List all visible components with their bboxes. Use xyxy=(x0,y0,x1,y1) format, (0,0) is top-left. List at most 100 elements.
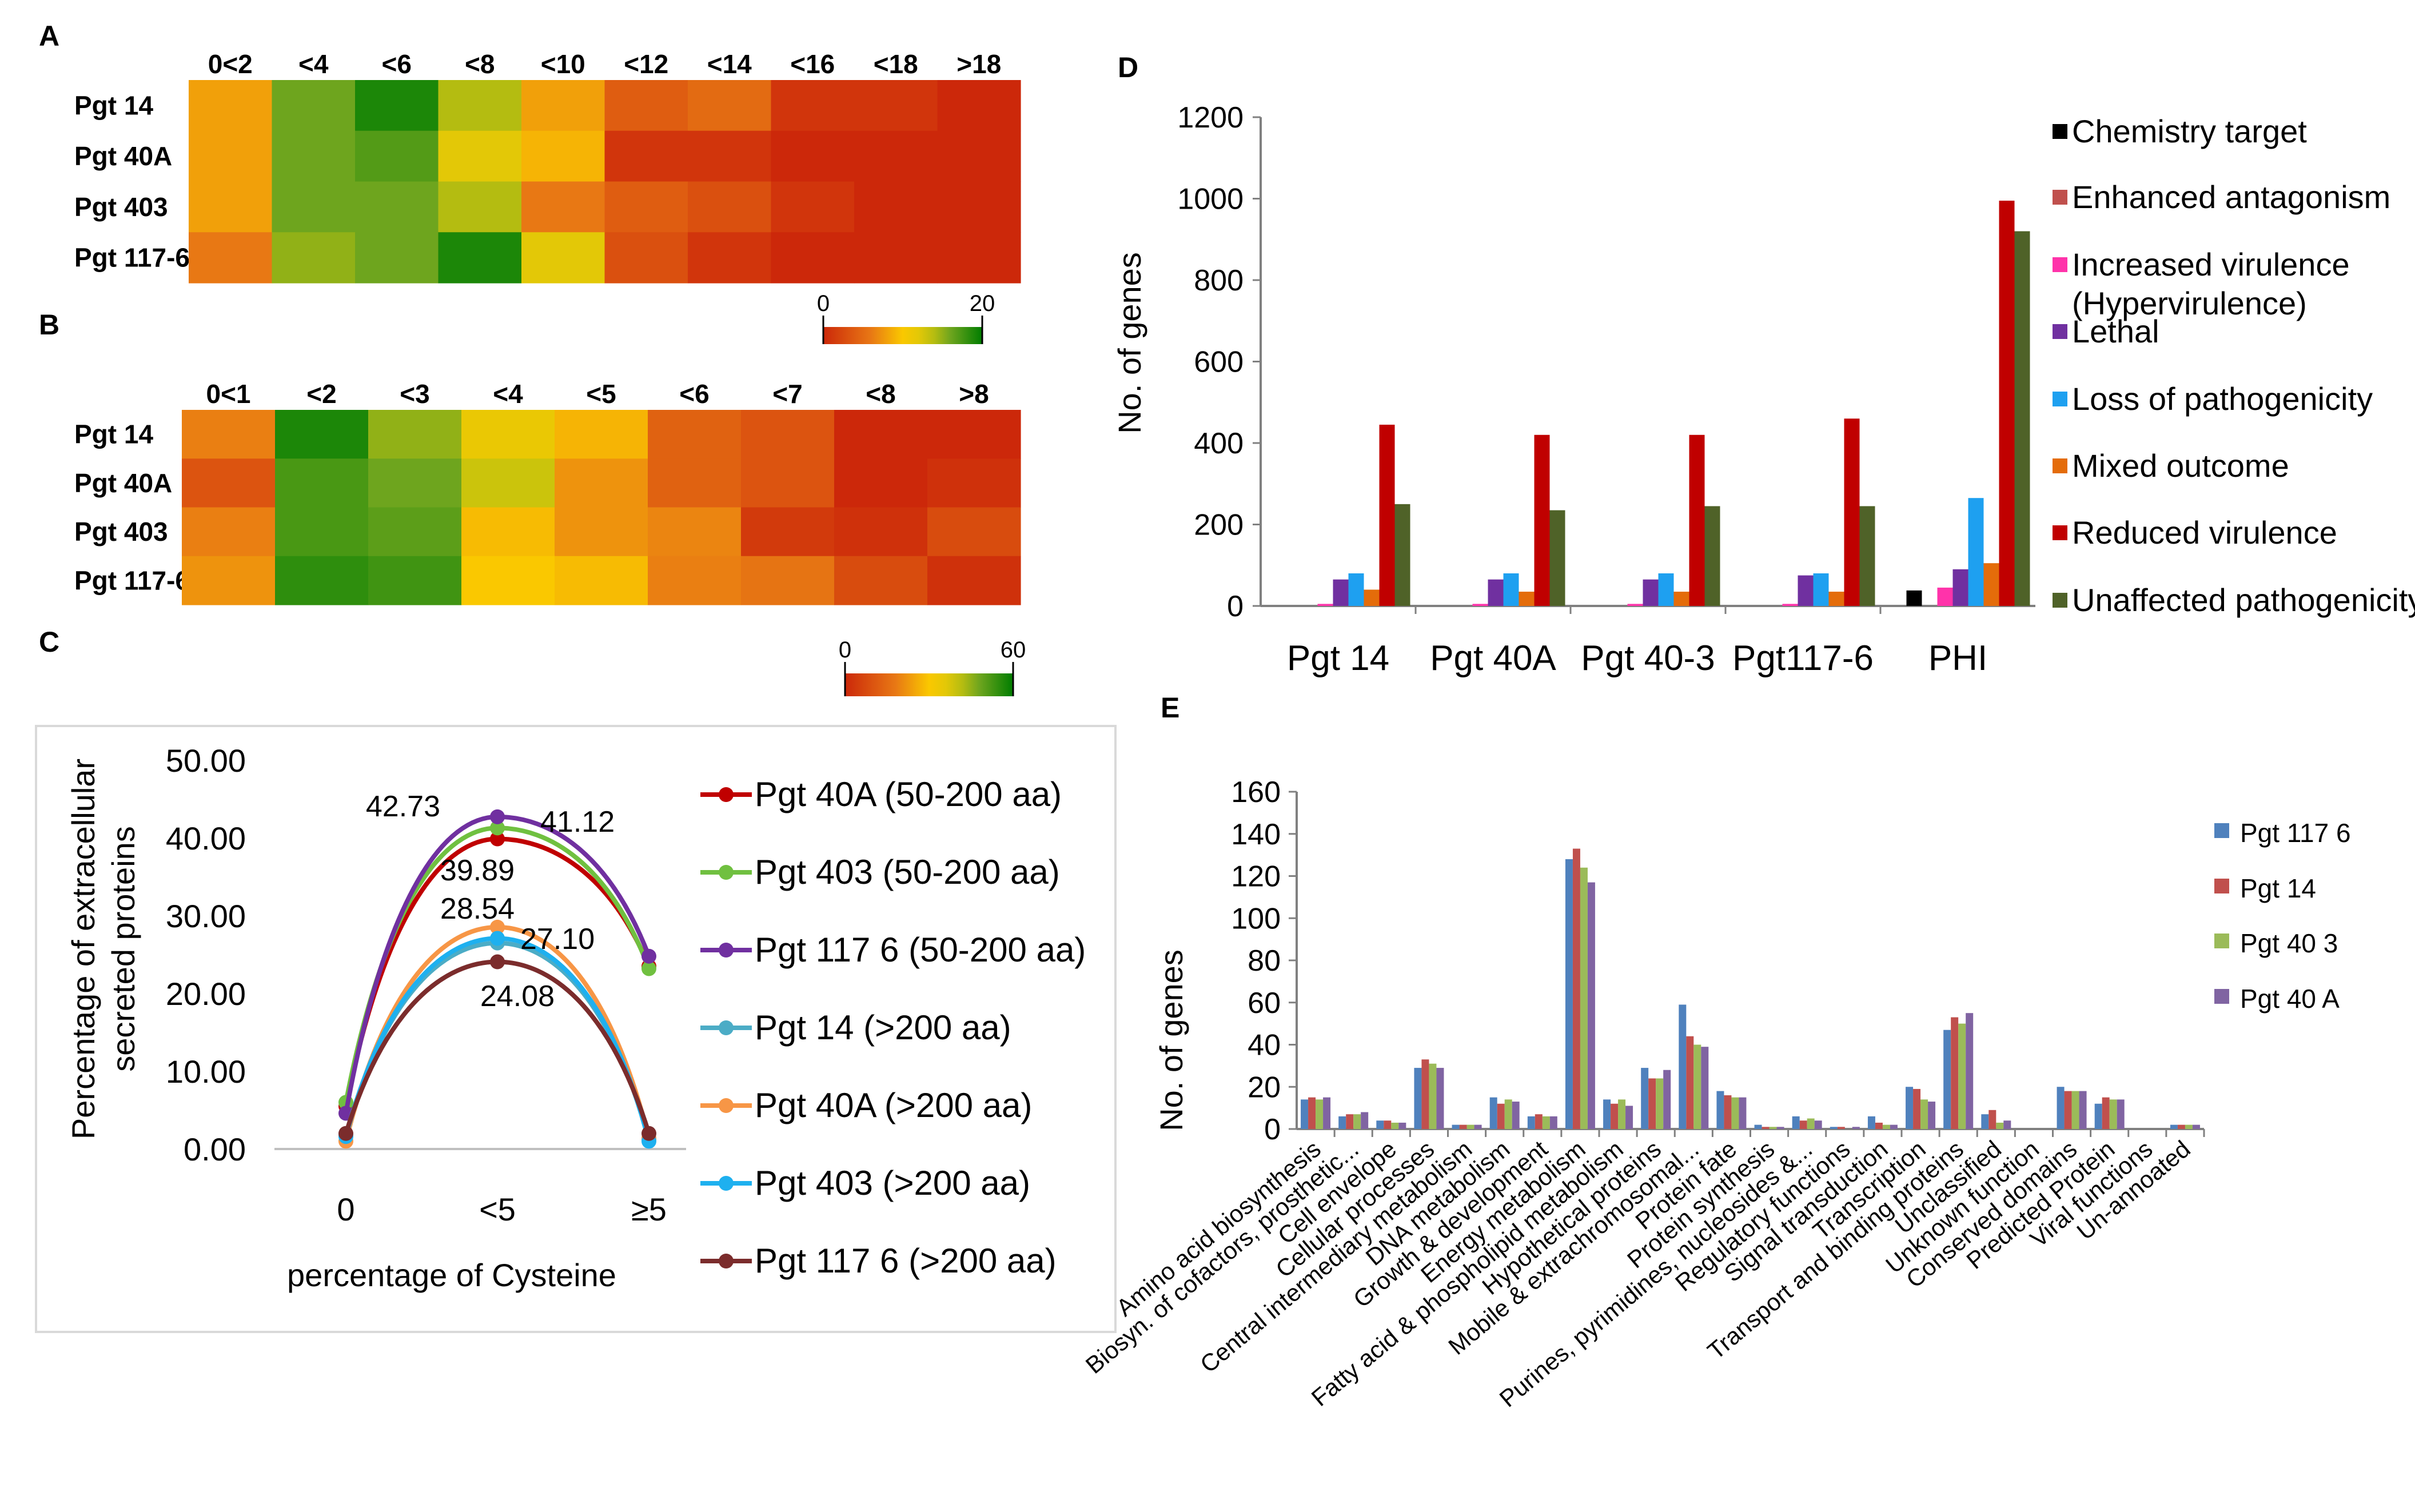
bar-chart-e-bar xyxy=(1414,1068,1422,1129)
bar-chart-d-x-tick: Pgt 40-3 xyxy=(1581,639,1715,678)
bar-chart-e-bar xyxy=(1618,1099,1626,1129)
line-chart-c-point xyxy=(490,954,505,970)
heatmap-b-cell xyxy=(648,458,742,508)
line-chart-c-y-tick: 0.00 xyxy=(184,1131,246,1167)
heatmap-b-cell xyxy=(834,507,928,557)
panel-letter-a: A xyxy=(39,20,59,52)
bar-chart-e-bar xyxy=(1603,1099,1611,1129)
bar-chart-d-bar xyxy=(1983,563,1999,606)
bar-chart-e-bar xyxy=(1572,848,1580,1129)
bar-chart-e-bar xyxy=(1928,1102,1936,1129)
bar-chart-d-legend-swatch xyxy=(2053,124,2067,139)
bar-chart-d-bar xyxy=(1503,573,1519,606)
line-chart-c-x-tick: ≥5 xyxy=(631,1191,667,1227)
bar-chart-e-bar xyxy=(1867,1116,1875,1129)
bar-chart-d-bar xyxy=(1627,604,1643,606)
bar-chart-e-y-tick: 20 xyxy=(1248,1071,1281,1104)
heatmap-b-cell xyxy=(555,507,648,557)
line-chart-c-point xyxy=(490,820,505,836)
heatmap-b-col-label: >8 xyxy=(959,379,989,409)
heatmap-b-cell xyxy=(461,507,555,557)
line-chart-c-legend-marker xyxy=(719,1176,734,1191)
heatmap-b-cell xyxy=(368,556,462,605)
bar-chart-e-bar xyxy=(2071,1091,2079,1129)
bar-chart-e-legend-swatch xyxy=(2214,933,2229,948)
line-chart-c-y-label: secreted proteins xyxy=(105,826,141,1072)
bar-chart-e-bar xyxy=(1611,1103,1619,1129)
heatmap-b-cell xyxy=(927,556,1021,605)
heatmap-a-col-label: <16 xyxy=(790,49,835,79)
bar-chart-e-bar xyxy=(1920,1099,1928,1129)
heatmap-b-col-label: <2 xyxy=(306,379,336,409)
heatmap-a-col-label: <10 xyxy=(541,49,585,79)
bar-chart-e-bar xyxy=(2079,1091,2087,1129)
bar-chart-d-legend-swatch xyxy=(2053,257,2067,272)
heatmap-a-cell xyxy=(438,232,522,284)
heatmap-a-cell xyxy=(189,232,273,284)
heatmap-b-cell xyxy=(741,556,835,605)
bar-chart-e-bar xyxy=(1958,1023,1966,1129)
heatmap-b-row-label: Pgt 117-6 xyxy=(74,565,190,595)
heatmap-b-col-label: 0<1 xyxy=(206,379,250,409)
heatmap-b-cell xyxy=(555,410,648,459)
heatmap-b-cell xyxy=(834,410,928,459)
bar-chart-d-x-tick: Pgt117-6 xyxy=(1732,639,1874,678)
line-chart-c: 0.00 10.00 20.00 30.00 40.00 50.00 0 <5 ≥5 percen… xyxy=(35,725,1117,1333)
heatmap-b-cell xyxy=(834,458,928,508)
heatmap-b-cell xyxy=(927,458,1021,508)
heatmap-b-cell xyxy=(927,410,1021,459)
bar-chart-e-bar xyxy=(1981,1114,1989,1129)
bar-chart-d-bar xyxy=(1813,573,1829,606)
bar-chart-d-bar xyxy=(2014,231,2030,606)
heatmap-b-col-label: <8 xyxy=(866,379,895,409)
heatmap-a-cell xyxy=(355,181,439,233)
heatmap-a-col-label: 0<2 xyxy=(208,49,253,79)
heatmap-a-colorbar-max: 20 xyxy=(970,291,995,316)
heatmap-b-cell xyxy=(368,458,462,508)
line-chart-c-y-tick: 10.00 xyxy=(166,1054,246,1090)
bar-chart-d-bar xyxy=(1394,504,1410,606)
bar-chart-e-legend-label: Pgt 117 6 xyxy=(2240,818,2351,848)
heatmap-a-row-label: Pgt 403 xyxy=(74,192,168,222)
heatmap-b-cell xyxy=(461,556,555,605)
heatmap-b-col-label: <6 xyxy=(679,379,709,409)
bar-chart-e-bar xyxy=(1587,882,1595,1129)
bar-chart-e-bar xyxy=(1565,859,1573,1129)
heatmap-b-col-label: <3 xyxy=(400,379,429,409)
bar-chart-d-y-label: No. of genes xyxy=(1111,252,1147,434)
bar-chart-d-legend-swatch xyxy=(2053,525,2067,540)
heatmap-a-row-label: Pgt 14 xyxy=(74,90,153,120)
bar-chart-e-bar xyxy=(2102,1097,2110,1129)
bar-chart-e-bar xyxy=(1452,1124,1460,1129)
bar-chart-e-bar xyxy=(1301,1099,1309,1129)
line-chart-c-legend-label: Pgt 14 (>200 aa) xyxy=(755,1008,1011,1047)
bar-chart-e-bar xyxy=(1353,1114,1361,1129)
line-chart-c-legend-marker xyxy=(719,1020,734,1035)
bar-chart-e-bar xyxy=(1966,1013,1974,1129)
bar-chart-d-bar xyxy=(1364,589,1380,606)
heatmap-a-cell xyxy=(688,130,772,182)
heatmap-a-cell xyxy=(438,130,522,182)
bar-chart-e-bar xyxy=(1466,1124,1474,1129)
bar-chart-e-bar xyxy=(2177,1124,2185,1129)
bar-chart-d-bar xyxy=(1472,604,1488,606)
bar-chart-e-bar xyxy=(1376,1120,1384,1129)
bar-chart-e-legend-swatch xyxy=(2214,879,2229,893)
bar-chart-e-bar xyxy=(1996,1122,2004,1129)
bar-chart-e-bar xyxy=(1535,1114,1543,1129)
bar-chart-e-y-tick: 160 xyxy=(1231,776,1281,809)
heatmap-a-cell xyxy=(189,130,273,182)
bar-chart-d-bar xyxy=(1798,575,1814,606)
bar-chart-e-bar xyxy=(1686,1036,1694,1129)
bar-chart-d-bar xyxy=(1968,498,1984,606)
heatmap-b-cell xyxy=(368,410,462,459)
bar-chart-e-bar xyxy=(1580,867,1588,1129)
panel-letter-c: C xyxy=(39,626,59,658)
heatmap-b-cell xyxy=(461,410,555,459)
bar-chart-e-bar xyxy=(1731,1097,1739,1129)
bar-chart-e-bar xyxy=(1716,1091,1724,1129)
heatmap-a-cell xyxy=(771,80,855,131)
bar-chart-e-bar xyxy=(1421,1059,1429,1129)
heatmap-b-cell xyxy=(275,507,369,557)
